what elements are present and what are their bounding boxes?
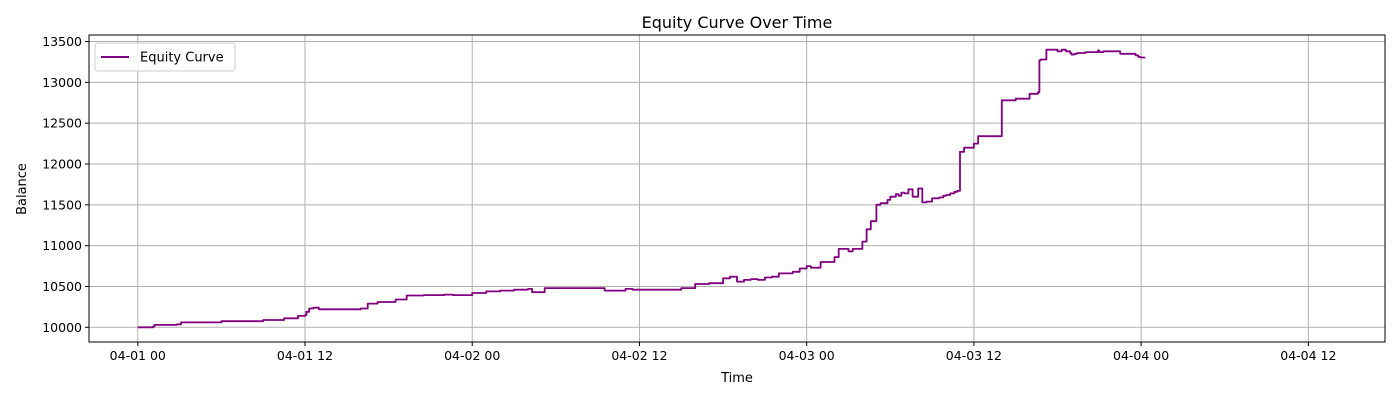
y-axis-title: Balance bbox=[15, 163, 30, 215]
series-line bbox=[137, 48, 1146, 329]
y-tick-label: 13000 bbox=[42, 75, 82, 90]
x-tick-label: 04-03 00 bbox=[779, 348, 835, 363]
x-tick-label: 04-03 12 bbox=[946, 348, 1002, 363]
y-tick-label: 12000 bbox=[42, 157, 82, 172]
x-tick-label: 04-04 12 bbox=[1280, 348, 1336, 363]
y-tick-label: 10500 bbox=[42, 279, 82, 294]
y-tick-label: 11500 bbox=[42, 197, 82, 212]
y-tick-label: 10000 bbox=[42, 320, 82, 335]
legend: Equity Curve bbox=[94, 42, 236, 72]
plot-frame bbox=[88, 34, 1386, 343]
legend-label: Equity Curve bbox=[140, 51, 224, 66]
y-tick-label: 11000 bbox=[42, 238, 82, 253]
x-tick-label: 04-04 00 bbox=[1113, 348, 1169, 363]
x-tick-label: 04-01 12 bbox=[277, 348, 333, 363]
x-tick-label: 04-01 00 bbox=[110, 348, 166, 363]
series-layer bbox=[137, 48, 1146, 329]
grid-layer bbox=[89, 35, 1385, 342]
legend-box bbox=[94, 42, 236, 72]
tick-layer: 04-01 00 04-01 12 04-02 00 04-02 12 04-03 00… bbox=[42, 34, 1336, 363]
y-tick-label: 13500 bbox=[42, 34, 82, 49]
y-tick-label: 12500 bbox=[42, 116, 82, 131]
chart-title: Equity Curve Over Time bbox=[642, 13, 833, 32]
x-tick-label: 04-02 12 bbox=[611, 348, 667, 363]
x-axis-title: Time bbox=[720, 371, 753, 386]
x-tick-label: 04-02 00 bbox=[444, 348, 500, 363]
